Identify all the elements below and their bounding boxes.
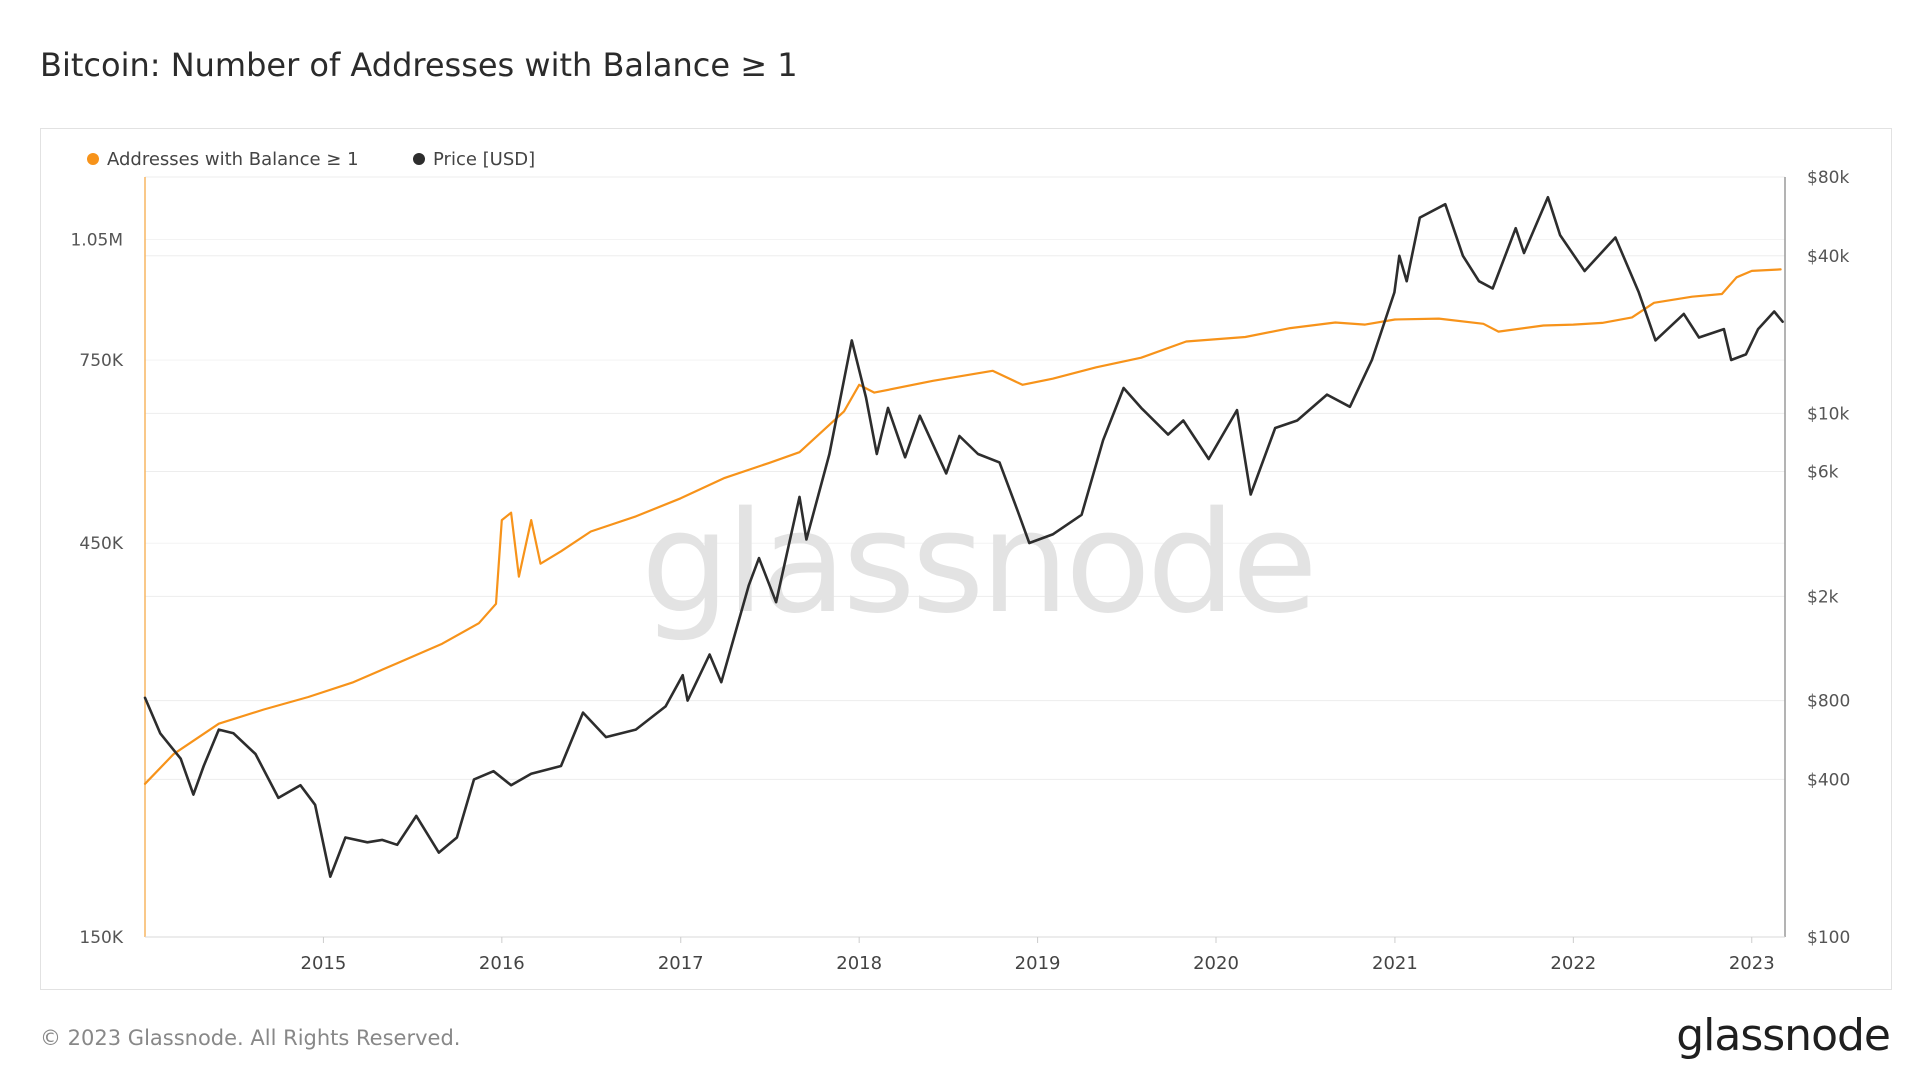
legend-item-addresses[interactable]: Addresses with Balance ≥ 1: [87, 149, 359, 170]
x-tick-label: 2022: [1550, 953, 1596, 974]
x-tick-label: 2015: [301, 953, 347, 974]
y-right-tick-label: $40k: [1807, 247, 1849, 267]
dot-icon: [413, 153, 425, 165]
x-tick-label: 2018: [836, 953, 882, 974]
y-right-tick-label: $100: [1807, 928, 1850, 948]
page-title: Bitcoin: Number of Addresses with Balanc…: [40, 46, 798, 84]
watermark-text: glassnode: [641, 482, 1314, 645]
x-tick-label: 2019: [1015, 953, 1061, 974]
y-left-tick-label: 1.05M: [70, 230, 123, 250]
axes-layer: 150K 450K 750K 1.05M $100 $400 $800 $2k $6k $10k $…: [70, 168, 1850, 974]
footer-logo[interactable]: glassnode: [1676, 1010, 1891, 1061]
chart-svg: glassnode 150K 450K 750K 1.05M $100 $400 $800 $…: [70, 149, 1850, 974]
x-tick-label: 2020: [1193, 953, 1239, 974]
y-right-tick-label: $80k: [1807, 168, 1849, 188]
series-line-addresses: [143, 268, 1782, 785]
legend-label-addresses: Addresses with Balance ≥ 1: [107, 149, 359, 170]
y-right-tick-label: $400: [1807, 770, 1850, 790]
legend-label-price: Price [USD]: [433, 149, 535, 170]
x-tick-label: 2016: [479, 953, 525, 974]
chart-legend: Addresses with Balance ≥ 1 Price [USD]: [87, 149, 535, 170]
y-left-tick-label: 150K: [79, 928, 123, 948]
dot-icon: [87, 153, 99, 165]
x-tick-label: 2023: [1729, 953, 1775, 974]
x-tick-label: 2017: [658, 953, 704, 974]
y-right-tick-label: $10k: [1807, 404, 1849, 424]
x-tick-label: 2021: [1372, 953, 1418, 974]
legend-item-price[interactable]: Price [USD]: [413, 149, 535, 170]
y-left-tick-label: 750K: [79, 351, 123, 371]
y-left-tick-label: 450K: [79, 534, 123, 554]
series-line-price: [143, 195, 1784, 878]
y-right-tick-label: $6k: [1807, 462, 1839, 482]
chart-frame: glassnode 150K 450K 750K 1.05M $100 $400 $800 $…: [40, 128, 1892, 990]
y-right-tick-label: $800: [1807, 692, 1850, 712]
y-right-tick-label: $2k: [1807, 587, 1839, 607]
series-layer: [143, 195, 1784, 878]
footer-copyright: © 2023 Glassnode. All Rights Reserved.: [40, 1026, 461, 1050]
